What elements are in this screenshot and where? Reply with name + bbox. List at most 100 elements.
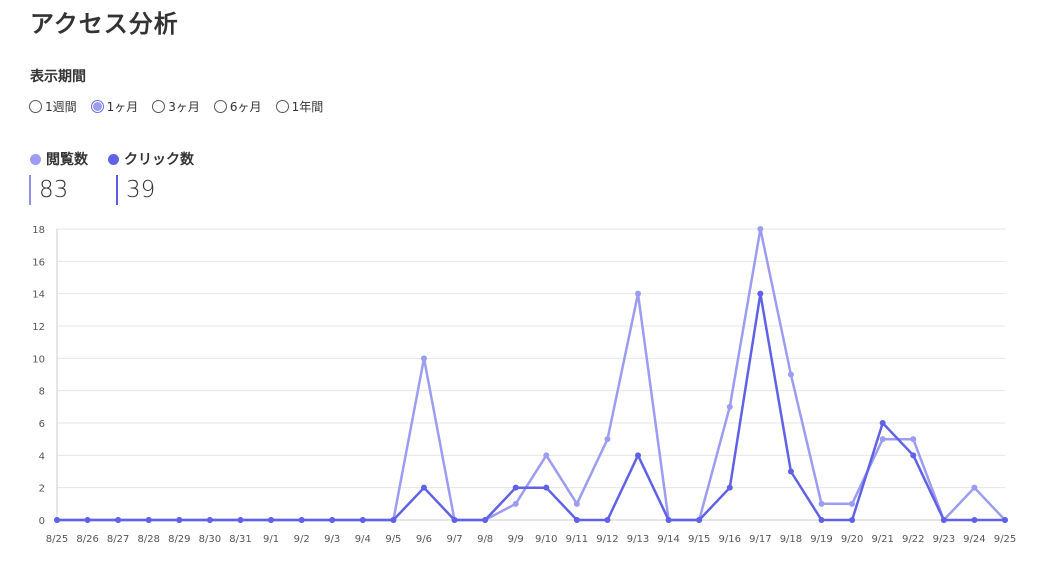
x-tick-label: 9/20	[841, 534, 863, 545]
views-data-point	[818, 500, 825, 507]
x-tick-label: 9/19	[810, 534, 832, 545]
radio-label: 1年間	[291, 100, 324, 114]
clicks-data-point	[696, 517, 703, 523]
x-tick-label: 9/8	[477, 534, 493, 545]
legend-clicks[interactable]: クリック数	[108, 149, 194, 169]
clicks-data-point	[268, 517, 275, 523]
x-tick-label: 9/24	[963, 534, 985, 545]
radio-button[interactable]	[213, 100, 227, 113]
legend-views[interactable]: 閲覧数	[30, 149, 88, 169]
y-tick-label: 14	[32, 290, 45, 301]
views-data-point	[971, 484, 978, 491]
period-option-3months[interactable]: 3ヶ月	[152, 98, 200, 115]
clicks-data-point	[940, 517, 947, 523]
radio-button[interactable]	[152, 100, 166, 113]
clicks-data-point	[757, 290, 764, 297]
x-tick-label: 9/10	[535, 534, 557, 545]
clicks-data-point	[390, 517, 397, 523]
clicks-data-point	[176, 517, 183, 523]
x-tick-label: 9/25	[994, 534, 1016, 545]
views-data-point	[420, 355, 427, 362]
x-tick-label: 9/7	[447, 534, 463, 545]
y-tick-label: 18	[32, 225, 45, 236]
clicks-data-point	[849, 517, 856, 523]
radio-label: 1週間	[45, 100, 77, 114]
chart-legend: 閲覧数 クリック数	[30, 149, 194, 169]
clicks-data-point	[512, 484, 519, 491]
clicks-data-point	[115, 517, 122, 523]
x-tick-label: 8/31	[229, 534, 251, 545]
period-option-1month[interactable]: 1ヶ月	[90, 98, 139, 115]
clicks-data-point	[971, 517, 978, 523]
clicks-data-point	[84, 517, 91, 523]
legend-clicks-dot-icon	[108, 153, 119, 165]
radio-button[interactable]	[275, 100, 289, 113]
period-radio-group: 1週間 1ヶ月 3ヶ月 6ヶ月 1年間	[29, 98, 323, 115]
views-data-point	[604, 436, 611, 443]
period-option-6months[interactable]: 6ヶ月	[213, 98, 262, 115]
clicks-data-point	[726, 484, 733, 491]
x-tick-label: 9/3	[324, 534, 340, 545]
x-tick-label: 9/22	[902, 534, 924, 545]
x-tick-label: 9/15	[688, 534, 710, 545]
y-tick-label: 2	[39, 484, 45, 495]
x-tick-label: 9/13	[627, 534, 649, 545]
clicks-data-point	[329, 517, 336, 523]
x-tick-label: 9/1	[263, 534, 279, 545]
radio-label: 6ヶ月	[229, 100, 262, 114]
clicks-series-line	[57, 292, 1005, 522]
x-tick-label: 9/17	[749, 534, 771, 545]
views-data-point	[757, 226, 764, 232]
clicks-data-point	[910, 452, 917, 459]
legend-clicks-label: クリック数	[124, 152, 194, 168]
period-option-1week[interactable]: 1週間	[29, 98, 77, 115]
x-tick-label: 8/29	[168, 534, 190, 545]
clicks-total: 39	[116, 175, 155, 205]
clicks-data-point	[635, 452, 642, 459]
clicks-data-point	[359, 517, 366, 523]
clicks-data-point	[604, 517, 611, 523]
x-tick-label: 9/23	[933, 534, 955, 545]
clicks-data-point	[237, 517, 244, 523]
x-tick-label: 9/2	[294, 534, 310, 545]
x-tick-label: 9/16	[719, 534, 741, 545]
x-tick-label: 8/28	[138, 534, 160, 545]
radio-button[interactable]	[29, 100, 42, 113]
views-total: 83	[29, 175, 68, 205]
clicks-data-point	[206, 517, 213, 523]
radio-label: 3ヶ月	[168, 100, 200, 114]
y-tick-label: 4	[39, 451, 45, 462]
x-tick-label: 9/5	[385, 534, 401, 545]
clicks-data-point	[879, 420, 886, 426]
x-tick-label: 8/25	[46, 534, 68, 545]
views-data-point	[879, 436, 886, 443]
y-tick-label: 8	[39, 387, 45, 398]
y-tick-label: 0	[39, 516, 45, 527]
views-data-point	[787, 371, 794, 378]
views-data-point	[512, 500, 519, 507]
x-tick-label: 9/4	[355, 534, 371, 545]
clicks-data-point	[451, 517, 458, 523]
views-data-point	[573, 500, 580, 507]
clicks-data-point	[482, 517, 489, 523]
clicks-data-point	[145, 517, 152, 523]
y-tick-label: 10	[32, 354, 45, 365]
y-tick-label: 16	[32, 257, 45, 268]
views-data-point	[635, 290, 642, 297]
clicks-data-point	[787, 468, 794, 475]
x-tick-label: 9/18	[780, 534, 802, 545]
radio-label: 1ヶ月	[106, 100, 139, 114]
x-tick-label: 8/27	[107, 534, 129, 545]
clicks-data-point	[298, 517, 305, 523]
x-tick-label: 9/12	[596, 534, 618, 545]
x-tick-label: 9/9	[508, 534, 524, 545]
radio-button-selected[interactable]	[90, 100, 104, 113]
clicks-data-point	[420, 484, 427, 491]
period-option-1year[interactable]: 1年間	[275, 98, 324, 115]
views-data-point	[910, 436, 917, 443]
views-series-line	[57, 227, 1006, 522]
clicks-data-point	[543, 484, 550, 491]
x-tick-label: 9/14	[657, 534, 679, 545]
legend-views-label: 閲覧数	[46, 152, 88, 168]
